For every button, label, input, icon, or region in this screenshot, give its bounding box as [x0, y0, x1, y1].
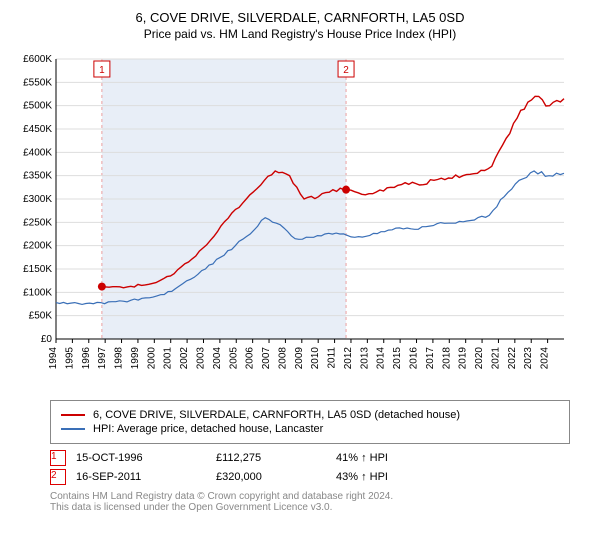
svg-text:2016: 2016 — [409, 347, 420, 370]
svg-text:2018: 2018 — [441, 347, 452, 370]
price-chart: £0 £50K £100K £150K £200K £250K £300K £350K £400… — [10, 49, 590, 392]
sale-pct-vs-hpi: 41% ↑ HPI — [336, 452, 456, 464]
sale-marker-icon: 1 — [50, 450, 66, 466]
svg-text:£350K: £350K — [23, 171, 52, 182]
page-subtitle: Price paid vs. HM Land Registry's House … — [10, 27, 590, 41]
svg-text:1999: 1999 — [130, 347, 141, 370]
chart-svg: £0 £50K £100K £150K £200K £250K £300K £350K £400… — [10, 49, 570, 389]
page-title: 6, COVE DRIVE, SILVERDALE, CARNFORTH, LA… — [10, 10, 590, 25]
svg-text:2008: 2008 — [277, 347, 288, 370]
sales-table: 1 15-OCT-1996£112,27541% ↑ HPI 2 16-SEP-201… — [50, 450, 570, 485]
legend-row: 6, COVE DRIVE, SILVERDALE, CARNFORTH, LA… — [61, 409, 559, 421]
sale-date: 15-OCT-1996 — [76, 452, 216, 464]
svg-text:1: 1 — [99, 65, 105, 76]
svg-text:1995: 1995 — [64, 347, 75, 370]
svg-text:1996: 1996 — [81, 347, 92, 370]
sale-pct-vs-hpi: 43% ↑ HPI — [336, 471, 456, 483]
svg-text:£200K: £200K — [23, 241, 52, 252]
svg-text:2020: 2020 — [474, 347, 485, 370]
svg-text:£100K: £100K — [23, 287, 52, 298]
svg-text:1997: 1997 — [97, 347, 108, 370]
legend-label: HPI: Average price, detached house, Lanc… — [93, 423, 323, 435]
svg-text:2010: 2010 — [310, 347, 321, 370]
legend-swatch — [61, 414, 85, 416]
svg-text:2001: 2001 — [163, 347, 174, 370]
sale-date: 16-SEP-2011 — [76, 471, 216, 483]
sale-price: £112,275 — [216, 452, 336, 464]
svg-text:1998: 1998 — [114, 347, 125, 370]
legend-label: 6, COVE DRIVE, SILVERDALE, CARNFORTH, LA… — [93, 409, 460, 421]
svg-text:£300K: £300K — [23, 194, 52, 205]
svg-text:2021: 2021 — [490, 347, 501, 370]
svg-text:2007: 2007 — [261, 347, 272, 370]
legend-swatch — [61, 428, 85, 430]
svg-text:2014: 2014 — [376, 347, 387, 370]
svg-text:2000: 2000 — [146, 347, 157, 370]
svg-text:2004: 2004 — [212, 347, 223, 370]
svg-text:£250K: £250K — [23, 217, 52, 228]
svg-text:2017: 2017 — [425, 347, 436, 370]
svg-text:2015: 2015 — [392, 347, 403, 370]
footer-line1: Contains HM Land Registry data © Crown c… — [50, 491, 570, 502]
svg-text:2011: 2011 — [327, 347, 338, 369]
svg-text:£400K: £400K — [23, 147, 52, 158]
svg-text:£150K: £150K — [23, 264, 52, 275]
svg-text:£50K: £50K — [29, 311, 53, 322]
svg-text:£500K: £500K — [23, 101, 52, 112]
svg-text:£600K: £600K — [23, 54, 52, 65]
legend-row: HPI: Average price, detached house, Lanc… — [61, 423, 559, 435]
svg-text:2002: 2002 — [179, 347, 190, 370]
svg-text:2003: 2003 — [195, 347, 206, 370]
sale-price: £320,000 — [216, 471, 336, 483]
svg-text:2019: 2019 — [458, 347, 469, 370]
legend: 6, COVE DRIVE, SILVERDALE, CARNFORTH, LA… — [50, 400, 570, 444]
sale-row: 2 16-SEP-2011£320,00043% ↑ HPI — [50, 469, 570, 485]
sale-marker-icon: 2 — [50, 469, 66, 485]
svg-text:2022: 2022 — [507, 347, 518, 370]
svg-text:2009: 2009 — [294, 347, 305, 370]
sale-row: 1 15-OCT-1996£112,27541% ↑ HPI — [50, 450, 570, 466]
svg-text:2024: 2024 — [540, 347, 551, 370]
svg-text:2013: 2013 — [359, 347, 370, 370]
svg-text:2006: 2006 — [245, 347, 256, 370]
svg-text:2: 2 — [343, 65, 349, 76]
svg-text:2005: 2005 — [228, 347, 239, 370]
svg-text:£450K: £450K — [23, 124, 52, 135]
svg-text:£550K: £550K — [23, 77, 52, 88]
svg-text:2023: 2023 — [523, 347, 534, 370]
footer-line2: This data is licensed under the Open Gov… — [50, 502, 570, 513]
footer-attribution: Contains HM Land Registry data © Crown c… — [50, 491, 570, 513]
svg-text:2012: 2012 — [343, 347, 354, 370]
svg-text:£0: £0 — [41, 334, 53, 345]
svg-text:1994: 1994 — [48, 347, 59, 370]
